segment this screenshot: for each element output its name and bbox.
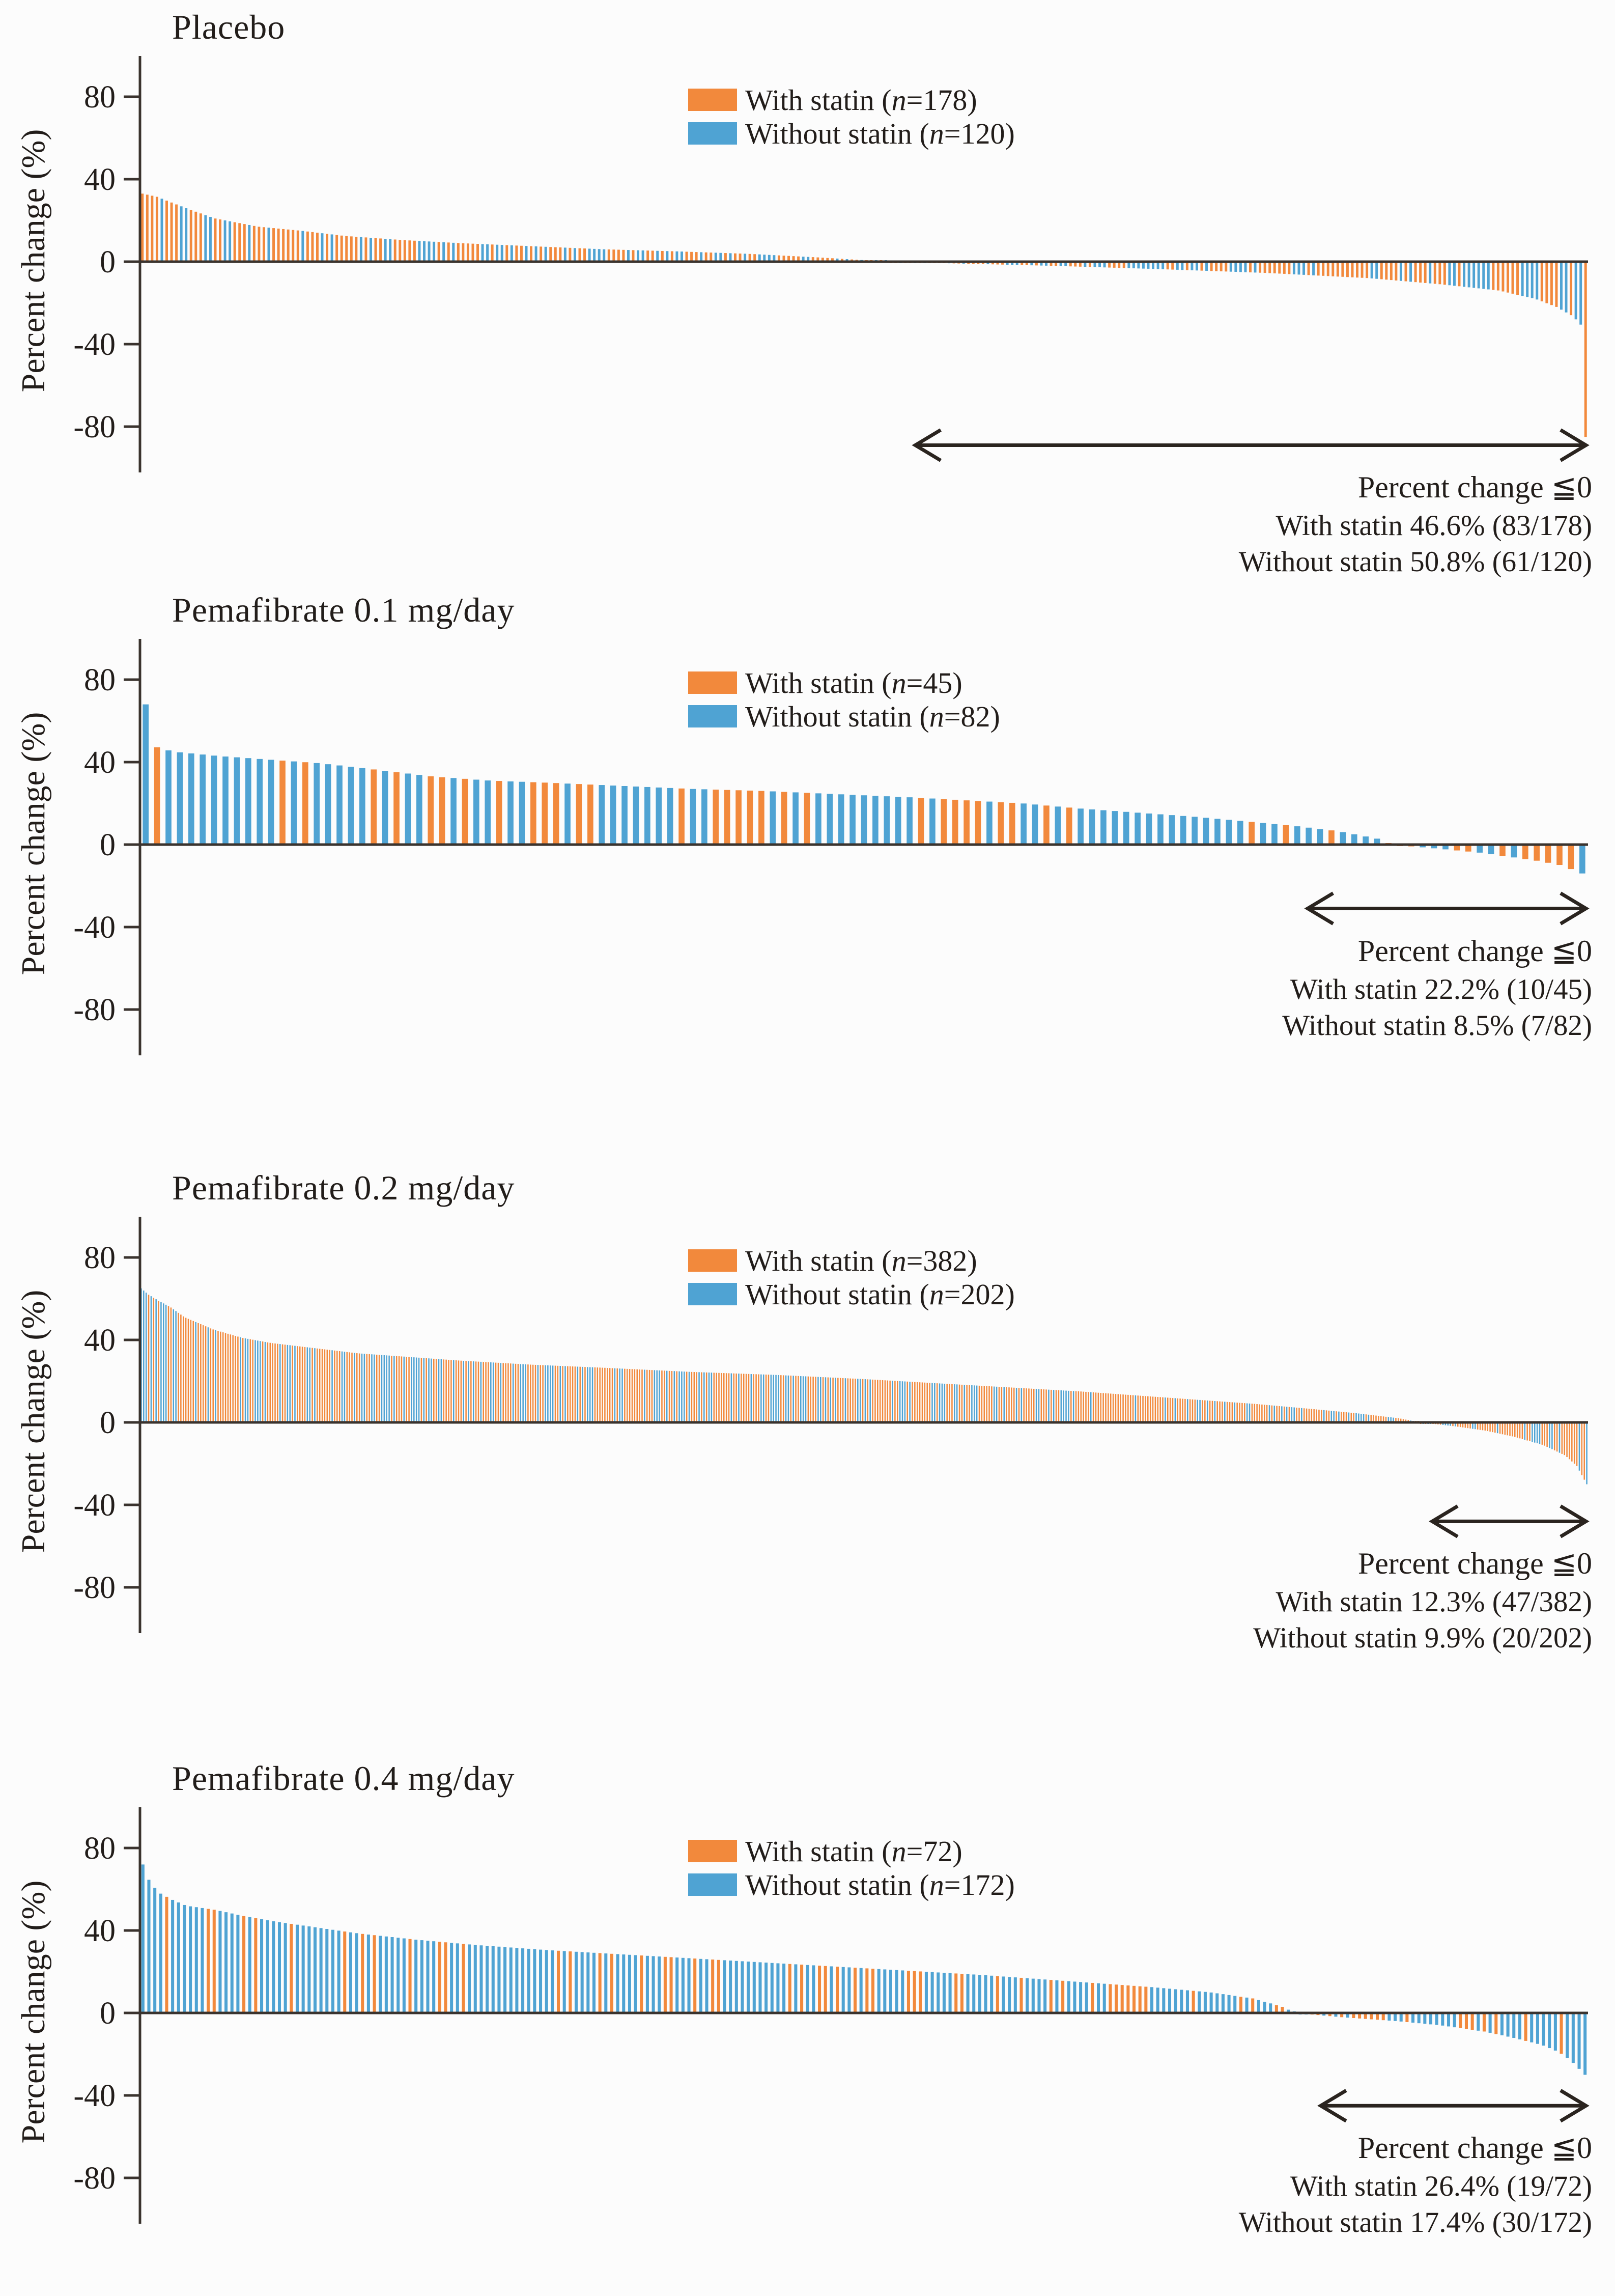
legend-row-with-statin: With statin (n=72) (688, 1834, 1015, 1868)
panel-title: Pemafibrate 0.1 mg/day (172, 591, 515, 629)
legend-label: Without statin (n=172) (745, 1868, 1015, 1901)
legend: With statin (n=45) Without statin (n=82) (688, 666, 1000, 734)
panel-pemafibrate-0-1: Pemafibrate 0.1 mg/day Percent change (%… (0, 583, 1615, 1166)
y-tick-label: -80 (73, 2161, 116, 2196)
waterfall-plot: 80 40 0 -40 -80 (73, 639, 1590, 1055)
y-tick-label: 0 (100, 245, 116, 279)
legend-row-with-statin: With statin (n=178) (688, 83, 1015, 117)
waterfall-plot: 80 40 0 -40 -80 (73, 56, 1590, 472)
legend-row-without-statin: Without statin (n=82) (688, 700, 1000, 733)
with-statin-swatch (688, 1840, 737, 1862)
y-tick-label: 0 (100, 1996, 116, 2031)
leq0-annotation: Percent change ≦0 With statin 46.6% (83/… (1239, 469, 1592, 580)
y-tick-label: 40 (84, 1914, 116, 1948)
panel-title: Pemafibrate 0.2 mg/day (172, 1168, 515, 1207)
without-statin-swatch (688, 1873, 737, 1896)
y-tick-label: 80 (84, 80, 116, 115)
y-axis: 80 40 0 -40 -80 (73, 639, 141, 1055)
y-tick-label: -80 (73, 993, 116, 1027)
panel-title: Pemafibrate 0.4 mg/day (172, 1759, 515, 1798)
y-tick-label: -40 (73, 1488, 116, 1523)
y-axis: 80 40 0 -40 -80 (73, 1217, 141, 1633)
legend-label: With statin (n=45) (745, 666, 962, 699)
y-tick-label: 40 (84, 745, 116, 780)
legend: With statin (n=72) Without statin (n=172… (688, 1835, 1015, 1902)
y-tick-label: -80 (73, 1571, 116, 1605)
bars-group (141, 193, 1587, 437)
with-statin-swatch (688, 89, 737, 111)
y-tick-label: 0 (100, 1406, 116, 1440)
panel-placebo: Placebo Percent change (%) 80 40 0 -40 -80 W… (0, 0, 1615, 583)
leq0-annotation-title: Percent change ≦0 (1357, 1547, 1592, 1581)
leq0-annotation: Percent change ≦0 With statin 26.4% (19/… (1239, 2130, 1592, 2241)
y-tick-label: 80 (84, 1241, 116, 1275)
leq0-annotation-title: Percent change ≦0 (1357, 934, 1592, 968)
leq0-range-arrow (1317, 2089, 1590, 2123)
y-tick-label: -40 (73, 2079, 116, 2113)
legend-label: With statin (n=382) (745, 1244, 977, 1277)
panel-title: Placebo (172, 8, 286, 46)
with-statin-swatch (688, 1249, 737, 1272)
legend-label: Without statin (n=120) (745, 117, 1015, 150)
bars-group (143, 704, 1585, 874)
without-statin-swatch (688, 1283, 737, 1305)
leq0-annotation-title: Percent change ≦0 (1357, 470, 1592, 505)
y-tick-label: 80 (84, 663, 116, 697)
legend-label: With statin (n=72) (745, 1834, 962, 1868)
legend-row-with-statin: With statin (n=382) (688, 1244, 1015, 1277)
without-statin-swatch (688, 122, 737, 145)
y-tick-label: -40 (73, 327, 116, 362)
with-statin-stat: With statin 26.4% (19/72) (1290, 2170, 1592, 2203)
legend: With statin (n=178) Without statin (n=12… (688, 83, 1015, 151)
without-statin-stat: Without statin 17.4% (30/172) (1238, 2206, 1592, 2239)
y-tick-label: 40 (84, 1323, 116, 1358)
y-tick-label: -80 (73, 410, 116, 444)
waterfall-plot: 80 40 0 -40 -80 (73, 1807, 1590, 2224)
y-tick-label: 0 (100, 828, 116, 862)
leq0-annotation: Percent change ≦0 With statin 22.2% (10/… (1282, 933, 1592, 1044)
bars-group (140, 1288, 1588, 1485)
legend-row-without-statin: Without statin (n=120) (688, 117, 1015, 150)
leq0-annotation: Percent change ≦0 With statin 12.3% (47/… (1253, 1546, 1592, 1656)
y-tick-label: -40 (73, 910, 116, 945)
bars-group (141, 1864, 1587, 2075)
with-statin-stat: With statin 12.3% (47/382) (1276, 1586, 1592, 1618)
y-axis: 80 40 0 -40 -80 (73, 1807, 141, 2224)
with-statin-stat: With statin 46.6% (83/178) (1276, 510, 1592, 542)
leq0-annotation-title: Percent change ≦0 (1357, 2131, 1592, 2165)
y-axis: 80 40 0 -40 -80 (73, 56, 141, 472)
with-statin-stat: With statin 22.2% (10/45) (1290, 973, 1592, 1005)
without-statin-swatch (688, 705, 737, 727)
leq0-range-arrow (1304, 891, 1590, 926)
y-tick-label: 40 (84, 162, 116, 197)
without-statin-stat: Without statin 50.8% (61/120) (1238, 546, 1592, 578)
with-statin-swatch (688, 671, 737, 694)
legend-row-with-statin: With statin (n=45) (688, 666, 1000, 699)
panel-pemafibrate-0-4: Pemafibrate 0.4 mg/day Percent change (%… (0, 1751, 1615, 2296)
panel-pemafibrate-0-2: Pemafibrate 0.2 mg/day Percent change (%… (0, 1161, 1615, 1744)
waterfall-plot: 80 40 0 -40 -80 (73, 1217, 1590, 1633)
leq0-range-arrow (912, 428, 1590, 462)
leq0-range-arrow (1429, 1504, 1590, 1538)
legend-row-without-statin: Without statin (n=202) (688, 1277, 1015, 1311)
legend-label: Without statin (n=202) (745, 1277, 1015, 1311)
without-statin-stat: Without statin 9.9% (20/202) (1253, 1622, 1592, 1655)
legend-label: Without statin (n=82) (745, 699, 1000, 733)
legend-row-without-statin: Without statin (n=172) (688, 1868, 1015, 1901)
without-statin-stat: Without statin 8.5% (7/82) (1282, 1009, 1592, 1042)
legend-label: With statin (n=178) (745, 83, 977, 117)
y-tick-label: 80 (84, 1831, 116, 1866)
legend: With statin (n=382) Without statin (n=20… (688, 1244, 1015, 1311)
